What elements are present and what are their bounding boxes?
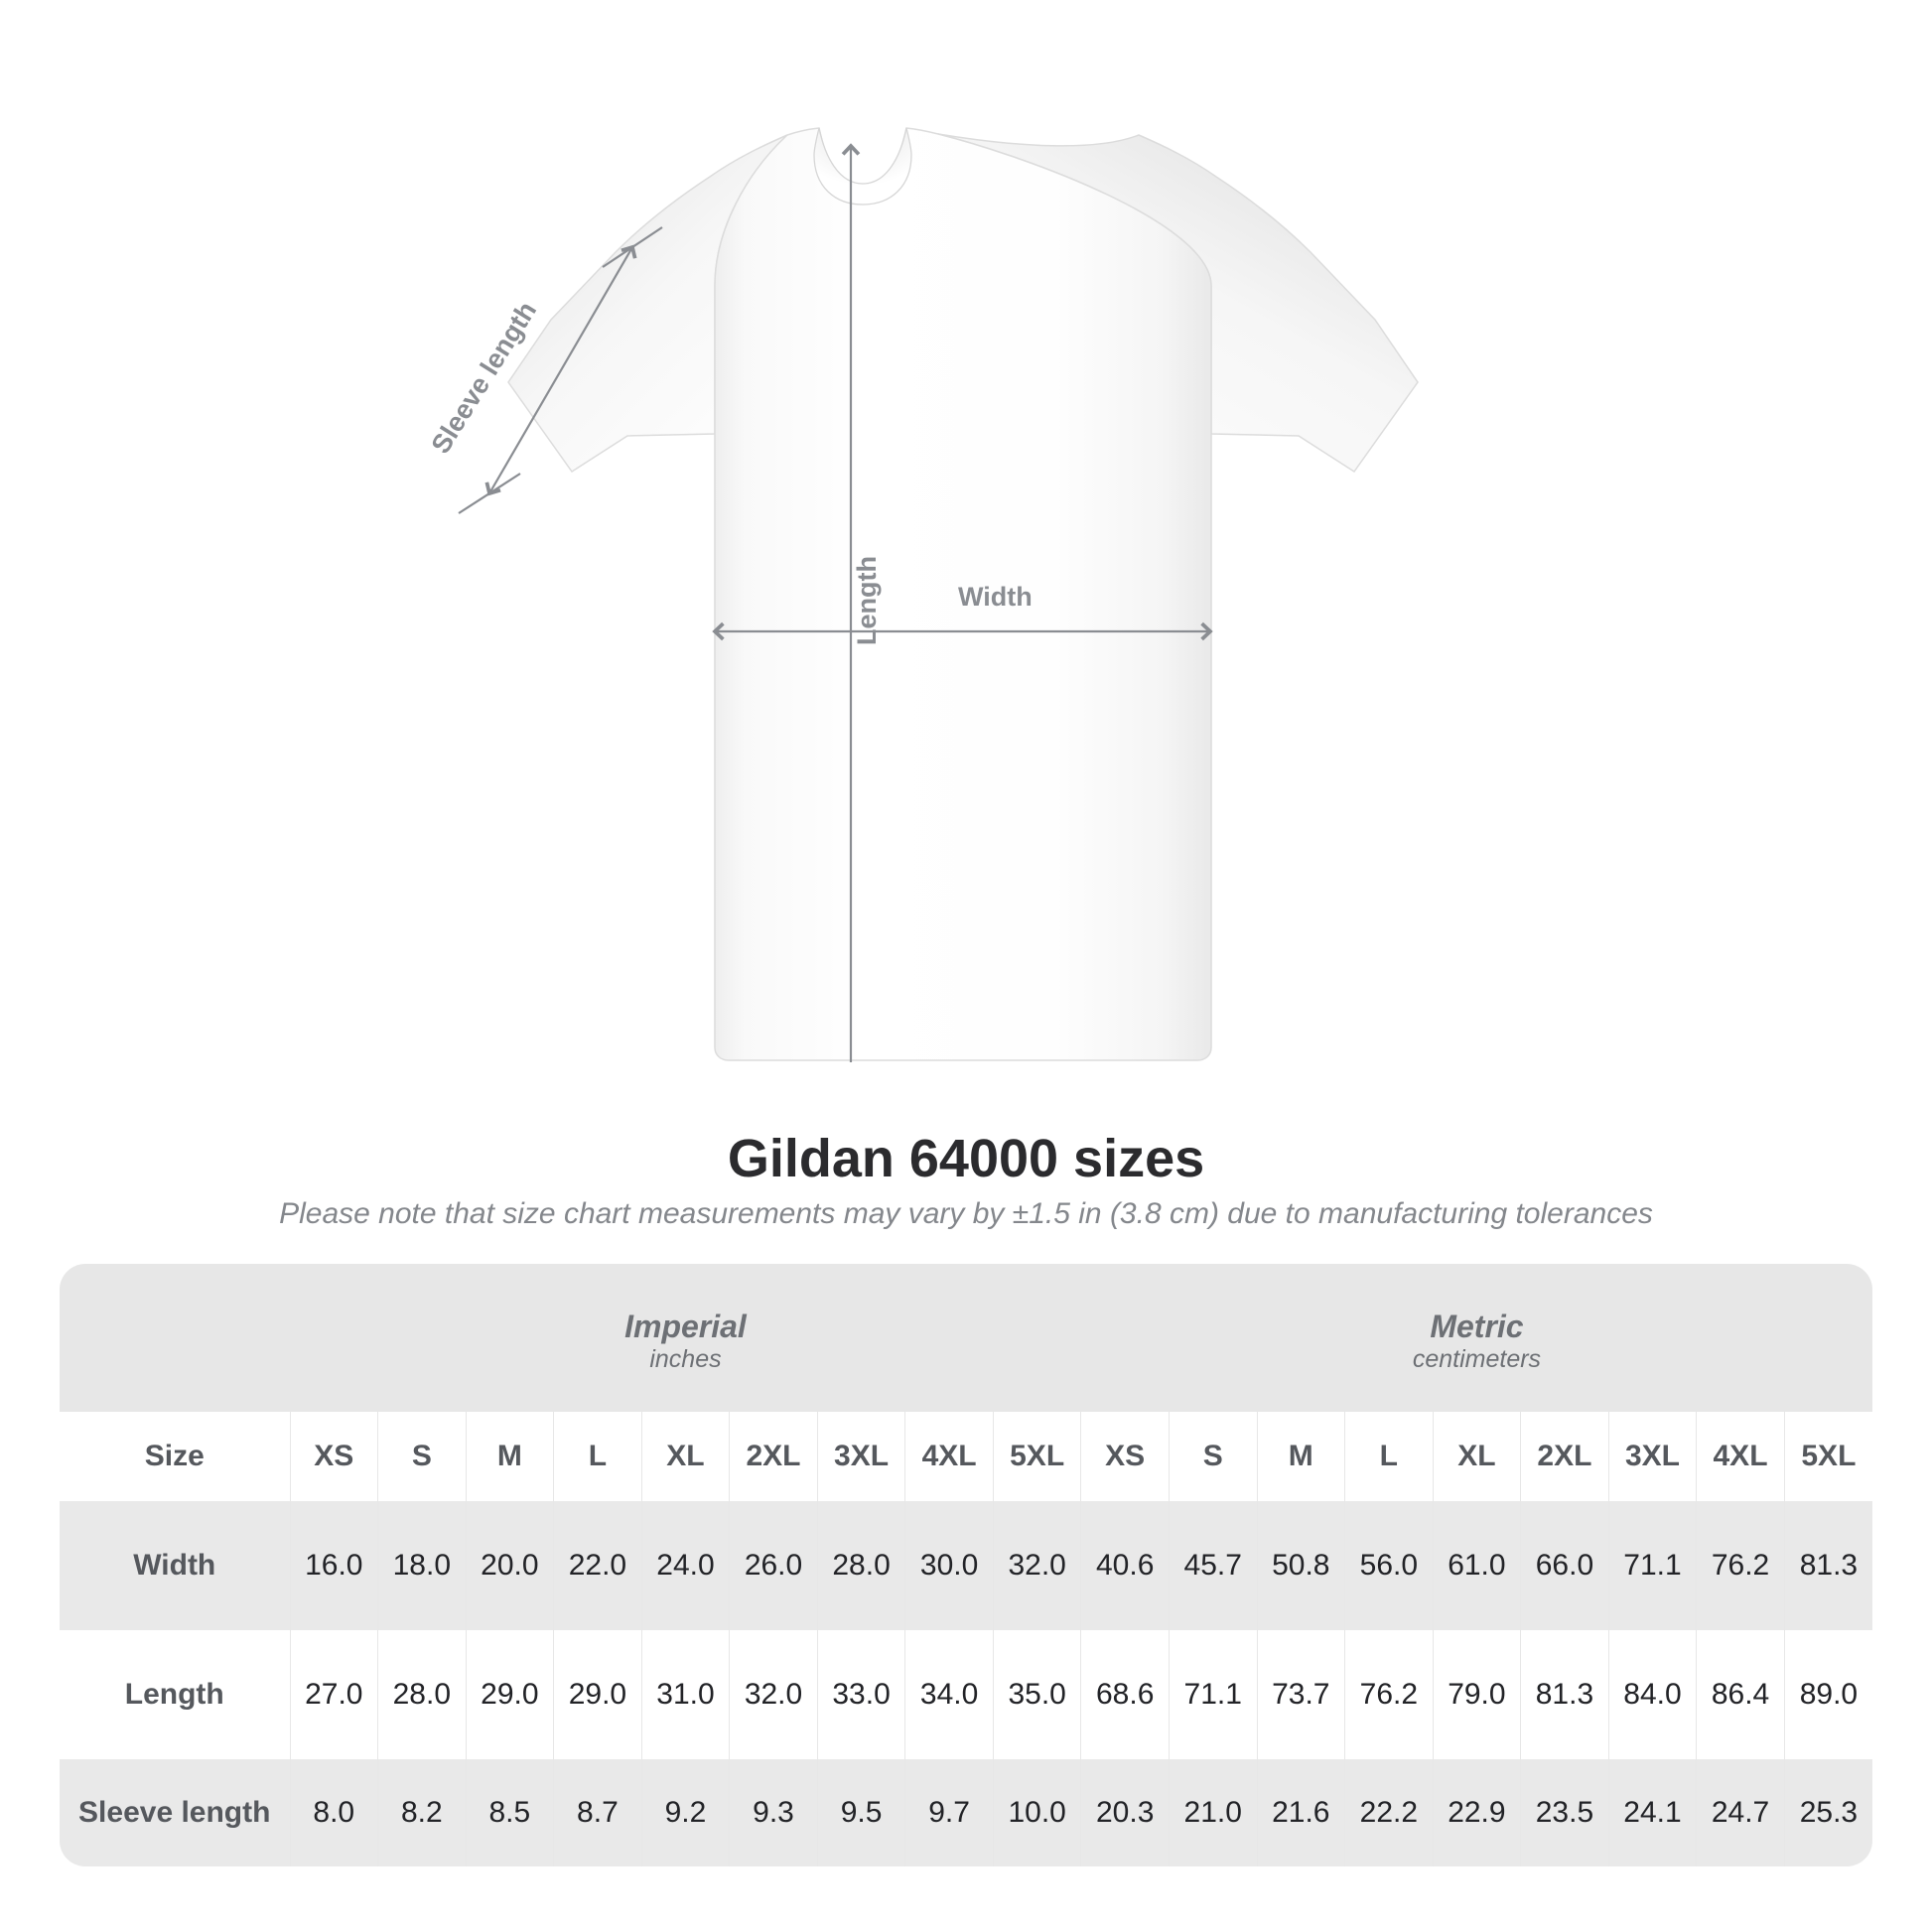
svg-text:Width: Width [958,582,1033,612]
svg-text:Length: Length [852,556,882,645]
